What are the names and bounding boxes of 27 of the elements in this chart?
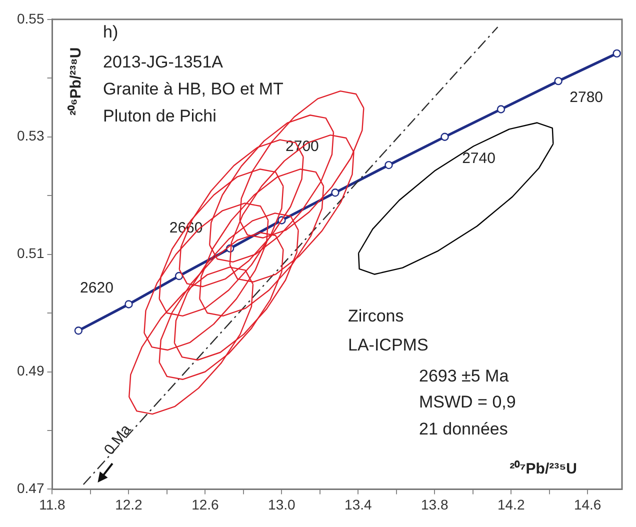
y-tick-label: 0.49 <box>17 362 44 379</box>
annotation: 21 données <box>419 420 508 439</box>
y-axis-title: ²⁰⁶Pb/²³⁸U <box>66 47 84 116</box>
y-tick-label: 0.51 <box>17 245 44 262</box>
annotation: Zircons <box>348 306 404 326</box>
x-tick-label: 14.2 <box>497 496 525 512</box>
x-axis-title: ²⁰⁷Pb/²³⁵U <box>510 459 577 478</box>
y-tick-label: 0.47 <box>17 480 44 496</box>
x-tick-label: 14.6 <box>574 496 602 512</box>
x-tick-label: 12.2 <box>115 496 143 512</box>
x-tick-label: 13.4 <box>344 496 372 512</box>
annotation: 2620 <box>80 279 114 296</box>
x-tick-label: 13.0 <box>268 496 296 512</box>
x-tick-label: 12.6 <box>192 496 220 512</box>
annotation: 2693 ±5 Ma <box>419 366 510 386</box>
x-tick-label: 13.8 <box>421 496 448 512</box>
annotation: 2780 <box>570 89 604 106</box>
annotation: Granite à HB, BO et MT <box>103 80 284 99</box>
y-tick-label: 0.55 <box>17 10 44 26</box>
annotation: LA-ICPMS <box>348 336 428 355</box>
annotation: Pluton de Pichi <box>103 106 216 126</box>
annotation: MSWD = 0,9 <box>419 392 516 412</box>
annotation: 2013-JG-1351A <box>103 52 224 72</box>
annotation: 2740 <box>462 150 496 167</box>
y-tick-label: 0.53 <box>17 128 44 144</box>
annotation: h) <box>103 22 118 42</box>
x-tick-label: 11.8 <box>39 496 66 512</box>
